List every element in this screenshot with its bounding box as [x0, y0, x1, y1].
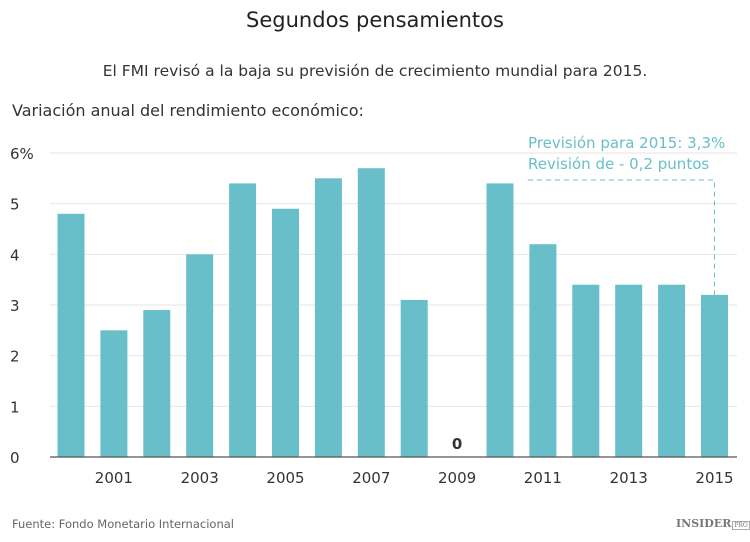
y-tick-label: 3 — [10, 297, 20, 315]
x-tick-label: 2005 — [266, 469, 304, 487]
x-tick-label: 2001 — [95, 469, 133, 487]
y-tick-label: 0 — [10, 449, 20, 467]
forecast-dashed-line — [528, 179, 715, 295]
bar-2005 — [272, 208, 299, 457]
bar-2001 — [100, 330, 128, 457]
zero-value-label: 0 — [452, 435, 462, 453]
y-tick-label: 4 — [10, 246, 20, 264]
bar-2003 — [186, 254, 214, 457]
x-tick-label: 2009 — [438, 469, 476, 487]
x-tick-label: 2011 — [524, 469, 562, 487]
bar-2007 — [357, 168, 385, 457]
chart-title: Segundos pensamientos — [246, 8, 504, 32]
bar-2006 — [314, 178, 342, 458]
y-tick-label: 2 — [10, 348, 20, 366]
y-tick-label: 5 — [10, 196, 20, 214]
x-tick-label: 2015 — [695, 469, 733, 487]
bar-2008 — [400, 299, 428, 457]
annotation-forecast: Previsión para 2015: 3,3% — [528, 134, 725, 152]
bar-2014 — [658, 284, 686, 457]
bar-2012 — [572, 284, 600, 457]
source-note: Fuente: Fondo Monetario Internacional — [12, 517, 234, 531]
y-tick-label: 1 — [10, 398, 20, 416]
bar-2000 — [57, 213, 85, 457]
bar-2002 — [143, 310, 171, 457]
bar-2010 — [486, 183, 514, 457]
y-tick-label: 6% — [10, 145, 34, 163]
logo-text: INSIDER — [676, 517, 732, 530]
bar-2015 — [701, 294, 728, 457]
y-axis-label: Variación anual del rendimiento económic… — [12, 101, 364, 120]
insider-pro-logo: INSIDER PRO — [676, 517, 750, 530]
x-tick-label: 2007 — [352, 469, 390, 487]
x-tick-label: 2013 — [610, 469, 648, 487]
annotation-revision: Revisión de - 0,2 puntos — [528, 155, 709, 173]
logo-badge: PRO — [732, 521, 750, 530]
chart-subtitle: El FMI revisó a la baja su previsión de … — [102, 62, 648, 80]
bar-2011 — [529, 244, 557, 457]
bar-2004 — [229, 183, 257, 457]
bar-2013 — [615, 284, 643, 457]
x-tick-label: 2003 — [181, 469, 219, 487]
